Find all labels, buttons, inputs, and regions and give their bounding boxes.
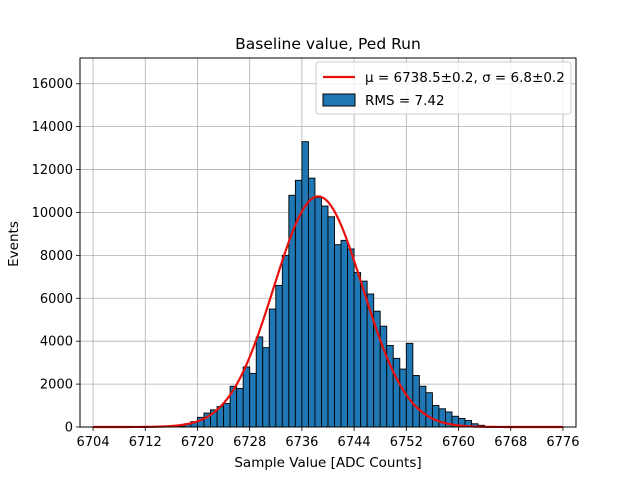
- histogram-bar: [327, 216, 335, 428]
- histogram-bar: [321, 205, 329, 428]
- y-axis-ticks: 0 2000 4000 6000 8000 10000 12000 14000 16000: [32, 77, 80, 436]
- y-tick-label: 14000: [32, 120, 73, 135]
- histogram-bar: [223, 402, 231, 428]
- histogram-bar: [314, 196, 322, 428]
- x-tick-label: 6720: [181, 435, 214, 450]
- histogram-bar: [236, 387, 244, 428]
- y-tick-label: 16000: [32, 77, 73, 92]
- x-tick-label: 6736: [285, 435, 318, 450]
- legend: μ = 6738.5±0.2, σ = 6.8±0.2 RMS = 7.42: [315, 61, 572, 115]
- histogram-bar: [399, 368, 407, 428]
- histogram-bar: [418, 385, 427, 428]
- legend-fit-label: μ = 6738.5±0.2, σ = 6.8±0.2: [365, 70, 565, 86]
- histogram-bar: [268, 308, 277, 428]
- x-tick-label: 6744: [338, 435, 371, 450]
- legend-histogram-swatch: [322, 93, 356, 107]
- y-tick-label: 6000: [40, 292, 73, 307]
- histogram-bar: [438, 408, 446, 428]
- histogram-bar: [405, 342, 414, 428]
- histogram-bar: [249, 372, 257, 428]
- histogram-bar: [255, 336, 264, 428]
- x-tick-label: 6752: [390, 435, 423, 450]
- plot-frame: [79, 57, 577, 428]
- histogram-bar: [334, 244, 342, 428]
- x-tick-label: 6728: [233, 435, 266, 450]
- histogram-bar: [301, 141, 309, 428]
- x-tick-label: 6712: [129, 435, 162, 450]
- y-tick-label: 2000: [40, 378, 73, 393]
- histogram-bar: [262, 347, 270, 428]
- y-tick-label: 12000: [32, 163, 73, 178]
- x-tick-label: 6776: [546, 435, 579, 450]
- x-tick-label: 6768: [494, 435, 527, 450]
- y-tick-label: 4000: [40, 335, 73, 350]
- histogram-bar: [353, 272, 362, 428]
- histogram-bar: [425, 392, 433, 428]
- y-tick-label: 10000: [32, 206, 73, 221]
- legend-box: [315, 61, 572, 115]
- histogram-bar: [360, 280, 368, 428]
- legend-histogram-label: RMS = 7.42: [365, 93, 445, 109]
- x-axis-label: Sample Value [ADC Counts]: [234, 455, 421, 471]
- histogram-bar: [307, 177, 316, 428]
- y-tick-label: 0: [65, 421, 73, 436]
- histogram-bar: [347, 248, 355, 428]
- histogram-bar: [392, 357, 401, 428]
- x-tick-label: 6760: [442, 435, 475, 450]
- histogram-bar: [275, 284, 283, 428]
- histogram-bar: [340, 239, 349, 428]
- histogram-bar: [281, 254, 290, 428]
- x-axis-ticks: 6704 6712 6720 6728 6736 6744 6752 6760 6768 6776: [77, 427, 579, 450]
- y-tick-label: 8000: [40, 249, 73, 264]
- y-axis-label: Events: [6, 221, 22, 267]
- x-tick-label: 6704: [77, 435, 110, 450]
- histogram-bar: [431, 405, 440, 428]
- histogram-bar: [412, 375, 420, 428]
- histogram-bar: [242, 366, 251, 428]
- chart-title: Baseline value, Ped Run: [235, 35, 421, 53]
